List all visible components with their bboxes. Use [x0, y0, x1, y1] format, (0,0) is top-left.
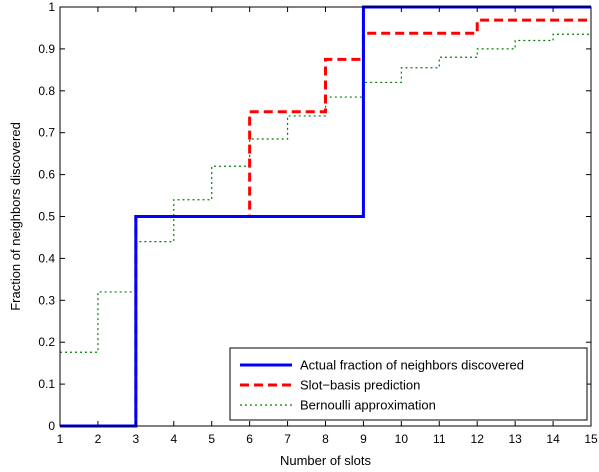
y-tick-label: 0.7: [38, 126, 55, 140]
x-tick-label: 3: [133, 432, 140, 446]
tick-layer: 1 2 3 4 5 6 7 8 9 10 11 12 13 14 1500.10.20.30.40.50.6…: [38, 0, 598, 446]
x-tick-label: 8: [322, 432, 329, 446]
x-tick-label: 6: [246, 432, 253, 446]
legend-label: Bernoulli approximation: [300, 398, 436, 413]
y-tick-label: 0.1: [38, 377, 55, 391]
y-axis-label: Fraction of neighbors discovered: [8, 122, 23, 311]
series-line-slot-basis: [60, 18, 591, 428]
y-tick-label: 0.8: [38, 84, 55, 98]
x-tick-label: 2: [95, 432, 102, 446]
y-tick-label: 0.4: [38, 251, 55, 265]
x-tick-label: 7: [284, 432, 291, 446]
x-tick-label: 1: [57, 432, 64, 446]
y-tick-label: 0.2: [38, 335, 55, 349]
y-tick-label: 0: [48, 419, 55, 433]
x-tick-label: 12: [471, 432, 485, 446]
y-tick-label: 0.9: [38, 42, 55, 56]
x-tick-label: 15: [584, 432, 598, 446]
x-axis-label: Number of slots: [280, 453, 372, 468]
x-tick-label: 4: [170, 432, 177, 446]
x-tick-label: 14: [546, 432, 560, 446]
y-tick-label: 1: [48, 0, 55, 14]
series-line-bernoulli: [60, 33, 591, 353]
x-tick-label: 11: [433, 432, 446, 446]
y-tick-label: 0.5: [38, 210, 55, 224]
legend-label: Slot−basis prediction: [300, 378, 420, 393]
legend: Actual fraction of neighbors discovered S…: [229, 347, 588, 421]
x-tick-label: 10: [395, 432, 409, 446]
y-tick-label: 0.3: [38, 293, 55, 307]
x-tick-label: 5: [208, 432, 215, 446]
legend-label: Actual fraction of neighbors discovered: [300, 358, 524, 373]
y-tick-label: 0.6: [38, 168, 55, 182]
x-tick-label: 13: [508, 432, 522, 446]
x-tick-label: 9: [360, 432, 367, 446]
